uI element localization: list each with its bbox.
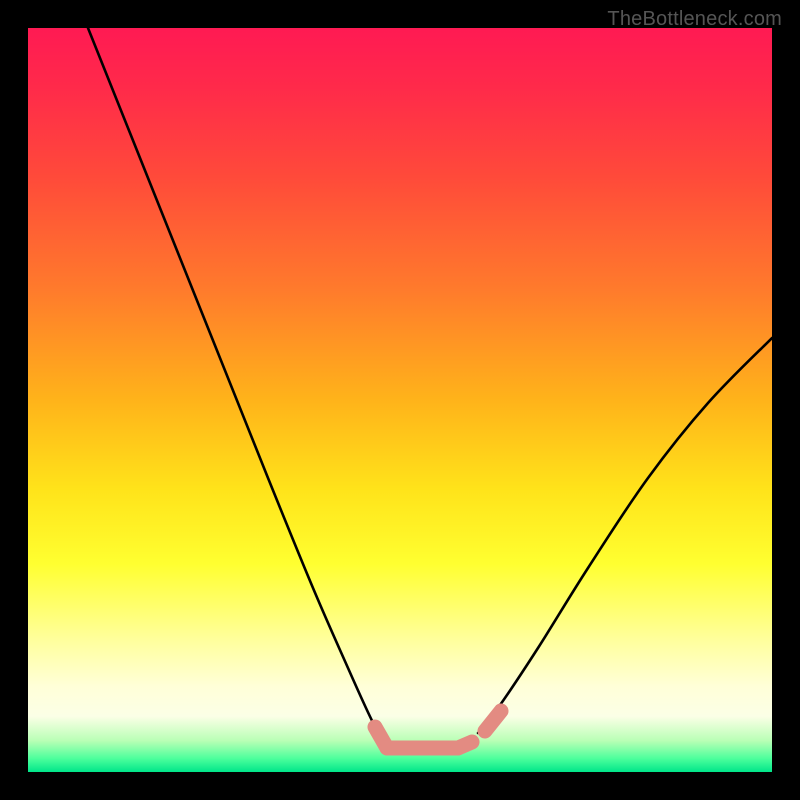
plot-area — [28, 28, 772, 772]
gradient-background — [28, 28, 772, 772]
chart-frame: TheBottleneck.com — [0, 0, 800, 800]
bottleneck-chart — [28, 28, 772, 772]
watermark-text: TheBottleneck.com — [607, 8, 782, 31]
